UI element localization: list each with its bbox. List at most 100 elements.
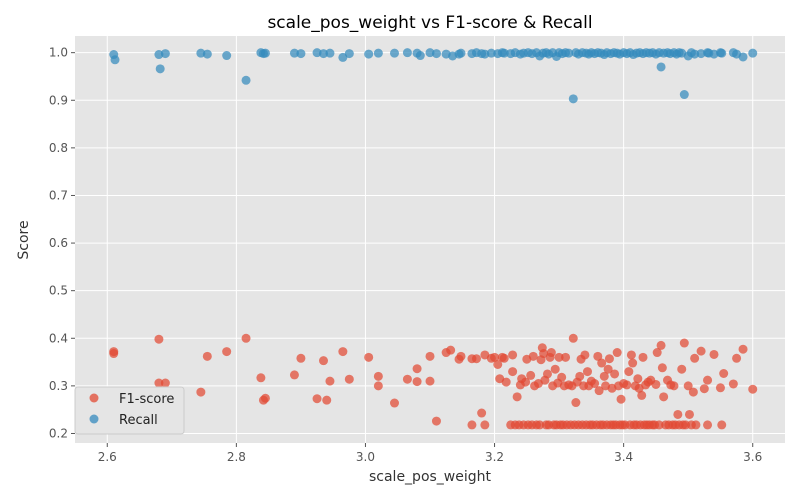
f1-score-point: [508, 350, 518, 360]
f1-score-point: [561, 352, 571, 362]
f1-score-point: [748, 384, 758, 394]
f1-score-point: [322, 395, 332, 405]
x-tick-label: 3.0: [356, 450, 375, 464]
f1-score-point: [241, 333, 251, 343]
f1-score-point: [499, 353, 509, 363]
f1-score-point: [512, 392, 522, 402]
x-axis-ticks: 2.6 2.8 3.0 3.2 3.4 3.6: [98, 443, 762, 464]
recall-point: [289, 48, 299, 58]
x-tick-label: 3.6: [743, 450, 762, 464]
legend: F1-score Recall: [74, 386, 185, 435]
recall-points: [109, 48, 758, 104]
f1-score-point: [456, 351, 466, 361]
f1-score-point: [738, 344, 748, 354]
recall-point: [296, 49, 306, 59]
f1-score-point: [673, 409, 683, 419]
f1-score-point: [312, 394, 322, 404]
recall-point: [738, 52, 748, 62]
f1-score-point: [652, 348, 662, 358]
f1-score-point: [508, 367, 518, 377]
legend-recall-marker: [89, 414, 99, 424]
f1-score-point: [622, 380, 632, 390]
recall-point: [568, 94, 578, 104]
f1-score-point: [683, 381, 693, 391]
f1-score-point: [480, 420, 490, 430]
recall-point: [222, 51, 232, 61]
f1-score-point: [593, 351, 603, 361]
f1-score-point: [364, 352, 374, 362]
f1-score-point: [594, 386, 604, 396]
y-tick-label: 0.3: [49, 379, 68, 393]
legend-f1-marker: [89, 393, 99, 403]
f1-score-point: [703, 420, 713, 430]
f1-score-points: [109, 333, 758, 430]
y-tick-label: 0.4: [49, 331, 68, 345]
y-tick-label: 0.9: [49, 93, 68, 107]
recall-point: [319, 49, 328, 59]
f1-score-point: [109, 349, 119, 359]
y-axis-ticks: 0.2 0.3 0.4 0.5 0.6 0.7 0.8 0.9 1.0: [49, 46, 75, 440]
recall-point: [431, 49, 441, 59]
f1-score-point: [677, 364, 687, 374]
f1-score-point: [626, 350, 636, 360]
f1-score-point: [535, 420, 545, 430]
f1-score-point: [338, 347, 348, 357]
f1-score-point: [526, 370, 536, 380]
f1-score-point: [477, 408, 487, 418]
f1-score-point: [604, 354, 614, 364]
recall-point: [364, 49, 374, 59]
f1-score-point: [471, 354, 481, 364]
f1-score-point: [709, 349, 719, 359]
recall-point: [260, 48, 270, 58]
recall-point: [717, 48, 727, 58]
f1-score-point: [344, 374, 354, 384]
f1-score-point: [554, 352, 564, 362]
f1-score-point: [557, 372, 567, 382]
f1-score-point: [390, 398, 399, 408]
f1-score-point: [637, 390, 647, 400]
recall-point: [325, 48, 335, 58]
f1-score-point: [412, 377, 422, 387]
f1-score-point: [296, 353, 306, 363]
f1-score-point: [654, 420, 664, 430]
recall-point: [690, 49, 700, 59]
x-tick-label: 3.4: [614, 450, 633, 464]
f1-score-point: [425, 376, 435, 386]
f1-score-point: [373, 381, 383, 391]
f1-score-point: [289, 370, 299, 380]
f1-score-point: [638, 352, 648, 362]
f1-score-point: [154, 334, 164, 344]
f1-score-point: [699, 384, 709, 394]
f1-score-point: [446, 345, 456, 355]
f1-score-point: [669, 381, 679, 391]
f1-score-point: [196, 387, 206, 397]
recall-point: [656, 62, 666, 72]
f1-score-point: [580, 350, 590, 360]
recall-point: [564, 48, 574, 58]
f1-score-point: [568, 333, 578, 343]
recall-point: [241, 75, 251, 85]
recall-point: [160, 49, 170, 59]
f1-score-point: [431, 416, 441, 426]
f1-score-point: [582, 367, 592, 377]
f1-score-point: [425, 351, 435, 361]
f1-score-point: [521, 377, 531, 387]
y-axis-label: Score: [16, 220, 32, 259]
f1-score-point: [715, 383, 725, 393]
f1-score-point: [467, 420, 477, 430]
recall-point: [415, 51, 425, 61]
f1-score-point: [160, 378, 170, 388]
f1-score-point: [616, 394, 626, 404]
f1-score-point: [590, 379, 600, 388]
f1-score-point: [659, 392, 669, 402]
f1-score-point: [571, 398, 581, 408]
x-tick-label: 2.6: [98, 450, 117, 464]
f1-score-point: [325, 376, 335, 386]
f1-score-point: [728, 379, 738, 389]
f1-score-point: [550, 364, 560, 374]
f1-score-point: [656, 340, 666, 350]
f1-score-point: [260, 393, 270, 403]
f1-score-point: [373, 371, 383, 381]
f1-score-point: [696, 346, 706, 356]
